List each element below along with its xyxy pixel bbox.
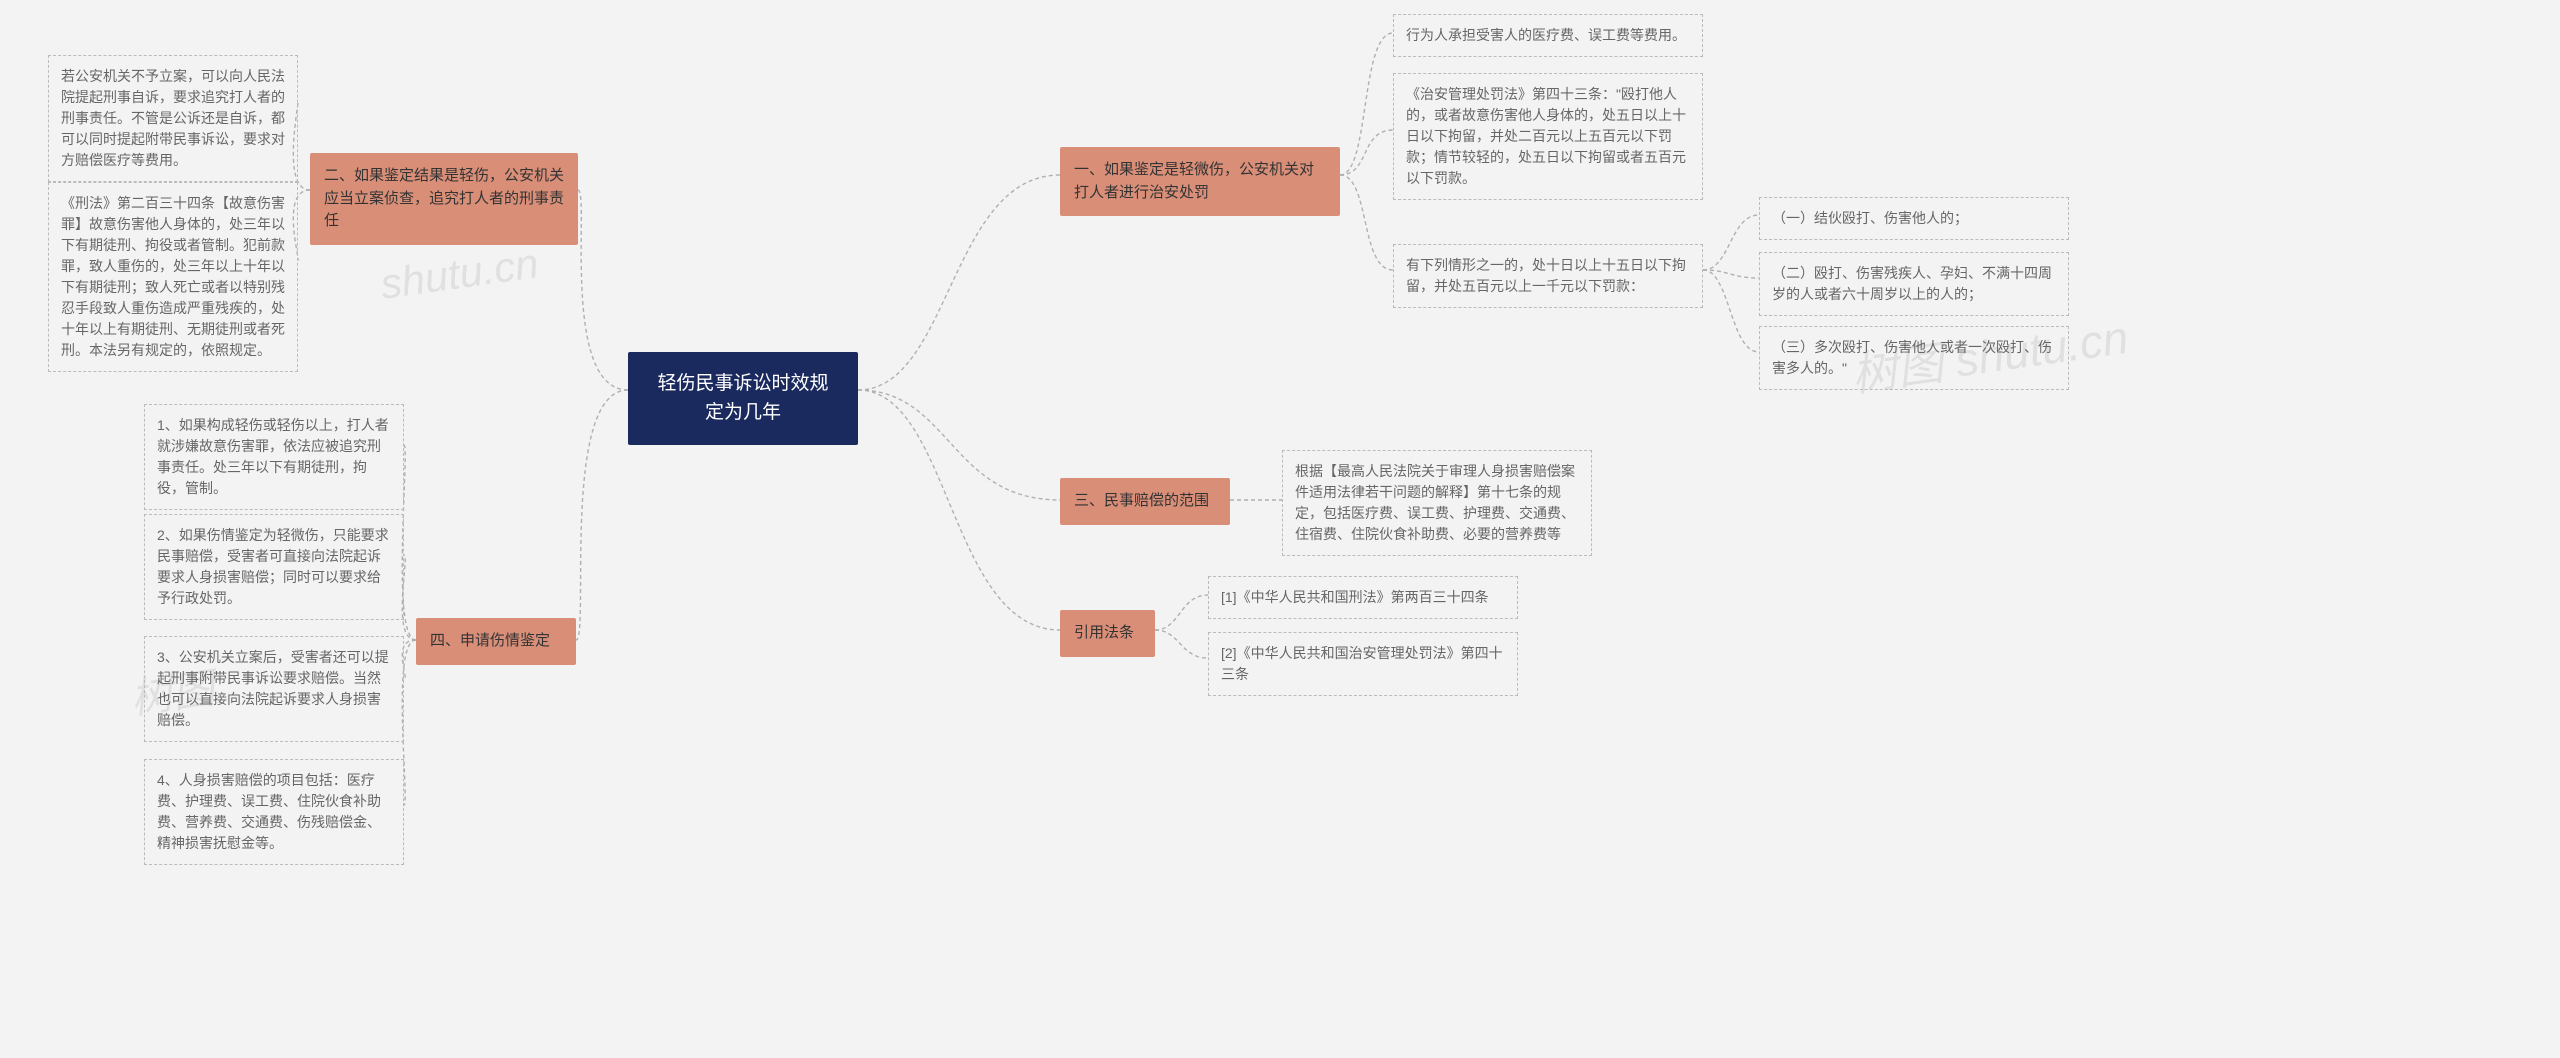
leaf-5-2: [2]《中华人民共和国治安管理处罚法》第四十三条 [1208,632,1518,696]
leaf-2-2: 《刑法》第二百三十四条【故意伤害罪】故意伤害他人身体的，处三年以下有期徒刑、拘役… [48,182,298,372]
branch-3: 三、民事赔偿的范围 [1060,478,1230,525]
leaf-3-1: 根据【最高人民法院关于审理人身损害赔偿案件适用法律若干问题的解释】第十七条的规定… [1282,450,1592,556]
leaf-1-3: 有下列情形之一的，处十日以上十五日以下拘留，并处五百元以上一千元以下罚款： [1393,244,1703,308]
leaf-4-1: 1、如果构成轻伤或轻伤以上，打人者就涉嫌故意伤害罪，依法应被追究刑事责任。处三年… [144,404,404,510]
branch-1: 一、如果鉴定是轻微伤，公安机关对打人者进行治安处罚 [1060,147,1340,216]
leaf-5-1: [1]《中华人民共和国刑法》第两百三十四条 [1208,576,1518,619]
leaf-1-3-1: （一）结伙殴打、伤害他人的； [1759,197,2069,240]
branch-5: 引用法条 [1060,610,1155,657]
leaf-1-3-3: （三）多次殴打、伤害他人或者一次殴打、伤害多人的。" [1759,326,2069,390]
leaf-2-1: 若公安机关不予立案，可以向人民法院提起刑事自诉，要求追究打人者的刑事责任。不管是… [48,55,298,182]
leaf-4-2: 2、如果伤情鉴定为轻微伤，只能要求民事赔偿，受害者可直接向法院起诉要求人身损害赔… [144,514,404,620]
leaf-4-4: 4、人身损害赔偿的项目包括：医疗费、护理费、误工费、住院伙食补助费、营养费、交通… [144,759,404,865]
leaf-4-3: 3、公安机关立案后，受害者还可以提起刑事附带民事诉讼要求赔偿。当然也可以直接向法… [144,636,404,742]
leaf-1-2: 《治安管理处罚法》第四十三条："殴打他人的，或者故意伤害他人身体的，处五日以上十… [1393,73,1703,200]
watermark: shutu.cn [377,239,541,309]
leaf-1-1: 行为人承担受害人的医疗费、误工费等费用。 [1393,14,1703,57]
branch-2: 二、如果鉴定结果是轻伤，公安机关应当立案侦查，追究打人者的刑事责任 [310,153,578,245]
leaf-1-3-2: （二）殴打、伤害残疾人、孕妇、不满十四周岁的人或者六十周岁以上的人的； [1759,252,2069,316]
root-node: 轻伤民事诉讼时效规定为几年 [628,352,858,445]
branch-4: 四、申请伤情鉴定 [416,618,576,665]
